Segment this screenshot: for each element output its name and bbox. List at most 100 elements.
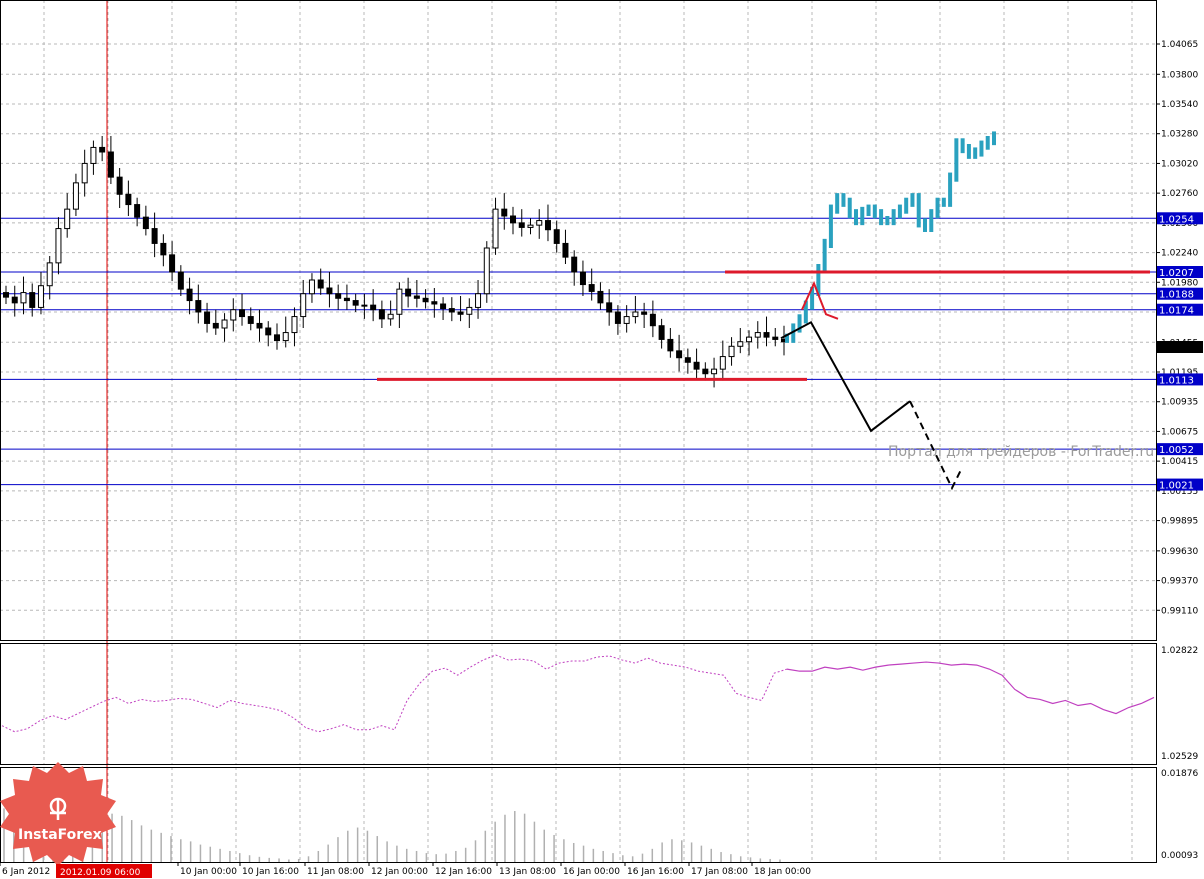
y-tick-label: 1.00415 <box>1161 457 1198 467</box>
forecast-bar <box>791 323 796 343</box>
candle-body <box>396 288 403 315</box>
y-tick-label: 1.02240 <box>1161 249 1198 259</box>
candle-body <box>291 316 298 334</box>
y-tick-label: 0.99895 <box>1161 517 1198 527</box>
forecast-bar <box>929 209 934 232</box>
candle-body <box>230 309 237 321</box>
forecast-bar <box>960 138 965 154</box>
forecast-bar <box>923 218 927 232</box>
forecast-bar <box>979 140 984 157</box>
forecast-bar <box>973 147 978 159</box>
forecast-bar <box>966 144 971 159</box>
current-price-badge <box>1157 341 1203 353</box>
x-tick-label: 18 Jan 00:00 <box>754 867 811 877</box>
y-tick-label: 1.03280 <box>1161 130 1198 140</box>
candle-body <box>405 288 412 297</box>
candle-body <box>614 311 621 324</box>
forecast-bar <box>885 216 890 226</box>
candle-body <box>151 228 158 244</box>
forecast-bar <box>810 286 815 310</box>
red-arrow-path <box>801 280 839 320</box>
price-axis: 1.04065 1.03800 1.03540 1.03280 1.03020 1.027… <box>1156 40 1203 861</box>
candle-body <box>212 322 219 329</box>
forecast-bar <box>985 136 990 150</box>
candle-body <box>431 301 438 305</box>
osc-y-label: 1.02822 <box>1161 646 1198 656</box>
forecast-bar <box>910 193 915 207</box>
candle-body <box>553 229 560 244</box>
forecast-bar <box>835 193 840 214</box>
x-tick-label: 10 Jan 00:00 <box>180 867 237 877</box>
candle-body <box>169 254 176 273</box>
forecast-bar <box>891 209 896 226</box>
candle-body <box>719 356 726 370</box>
candle-body <box>81 162 88 184</box>
time-axis: 6 Jan 2012 10 Jan 00:00 10 Jan 16:00 11 Jan… <box>0 862 811 877</box>
forecast-path-solid <box>780 320 911 433</box>
osc-y-label: 1.02529 <box>1161 752 1198 762</box>
candle-body <box>746 336 753 343</box>
candle-body <box>3 292 9 298</box>
forecast-bar <box>816 264 821 296</box>
candle-body <box>466 306 473 315</box>
candle-body <box>606 302 613 313</box>
oscillator-panel <box>1 654 1155 733</box>
candle-body <box>475 293 482 308</box>
candle-body <box>273 334 280 342</box>
candle-body <box>483 247 490 295</box>
forecast-bar <box>828 204 833 248</box>
candle-body <box>177 271 184 290</box>
y-tick-label: 1.00935 <box>1161 398 1198 408</box>
forecast-bar <box>954 138 959 182</box>
forecast-bar <box>948 172 953 207</box>
level-label: 1.0113 <box>1159 375 1194 386</box>
candle-body <box>186 288 193 302</box>
y-tick-label: 1.01980 <box>1161 278 1198 288</box>
candle-body <box>693 361 700 370</box>
candle-body <box>221 319 228 329</box>
level-badge <box>1157 373 1203 386</box>
candle-body <box>518 222 525 228</box>
x-tick-label: 10 Jan 16:00 <box>242 867 299 877</box>
candle-body <box>676 350 683 359</box>
candle-body <box>335 293 342 299</box>
candle-body <box>536 220 543 226</box>
candle-body <box>72 182 79 210</box>
oscillator-line-history <box>1 654 788 733</box>
x-tick-label: 17 Jan 08:00 <box>691 867 748 877</box>
y-tick-label: 1.03540 <box>1161 100 1198 110</box>
y-tick-label: 1.04065 <box>1161 40 1198 50</box>
y-tick-label: 0.99110 <box>1161 606 1198 616</box>
candle-body <box>343 297 350 302</box>
candle-body <box>579 271 586 286</box>
forecast-bar <box>897 204 902 219</box>
level-badge <box>1157 303 1203 316</box>
candle-body <box>46 262 53 287</box>
forecast-bar <box>803 300 808 324</box>
x-tick-label: 16 Jan 16:00 <box>627 867 684 877</box>
candle-body <box>370 304 377 311</box>
candle-body <box>116 176 123 195</box>
candle-body <box>667 338 674 352</box>
level-label: 1.0254 <box>1159 214 1194 225</box>
candle-body <box>361 304 368 307</box>
candle-body <box>134 204 141 218</box>
candle-body <box>763 332 770 338</box>
hist-y-label: 0.01876 <box>1161 769 1198 779</box>
candle-body <box>107 151 114 178</box>
forecast-bar-series <box>785 131 996 343</box>
forecast-bar <box>872 204 877 219</box>
forecast-bar <box>860 206 865 226</box>
candle-body <box>11 296 18 304</box>
histogram-panel <box>3 808 781 862</box>
candle-body <box>510 215 517 224</box>
candle-body <box>702 368 709 375</box>
candle-body <box>37 285 44 308</box>
y-tick-label: 1.03020 <box>1161 159 1198 169</box>
candle-body <box>247 316 254 324</box>
candle-body <box>571 256 578 273</box>
level-label: 1.0207 <box>1159 268 1194 279</box>
x-tick-label: 12 Jan 16:00 <box>435 867 492 877</box>
candle-body <box>387 313 394 320</box>
